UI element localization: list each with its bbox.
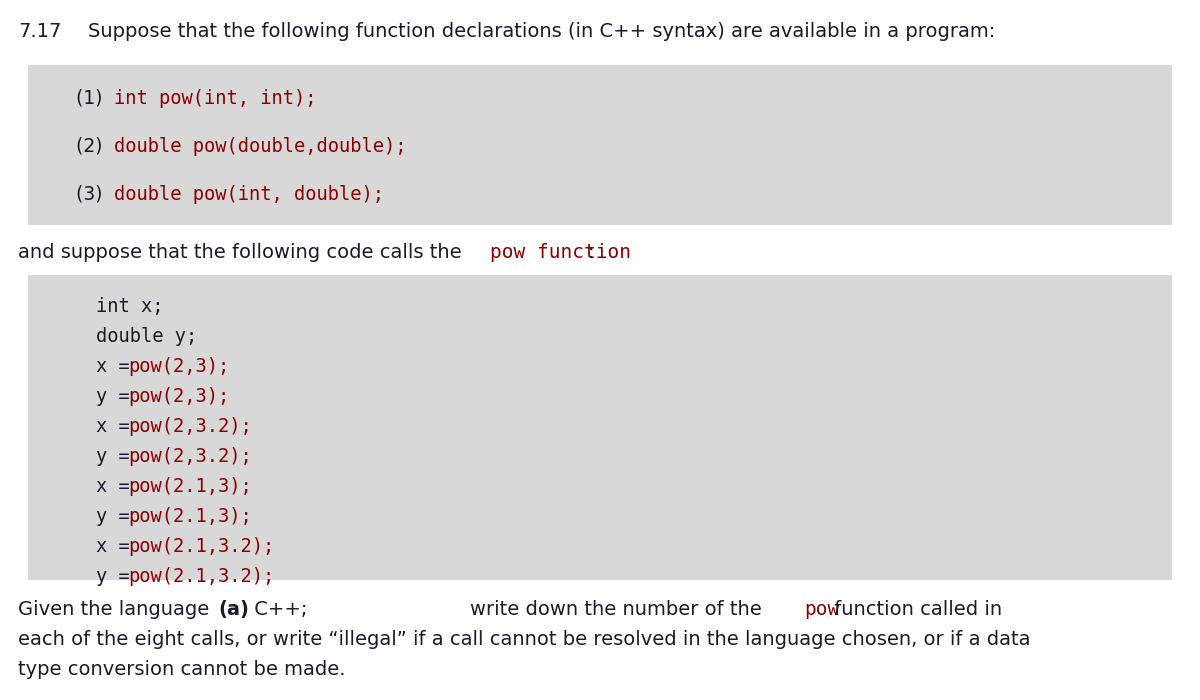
Text: y =: y = bbox=[96, 447, 142, 466]
Text: (3): (3) bbox=[76, 185, 108, 204]
Text: double y;: double y; bbox=[96, 327, 197, 346]
Polygon shape bbox=[28, 275, 1172, 580]
Text: (a): (a) bbox=[218, 600, 248, 619]
Text: pow(2,3);: pow(2,3); bbox=[128, 387, 229, 406]
Text: 7.17: 7.17 bbox=[18, 22, 61, 41]
Text: pow: pow bbox=[804, 600, 839, 619]
Text: pow(2,3.2);: pow(2,3.2); bbox=[128, 417, 252, 436]
Text: int x;: int x; bbox=[96, 297, 163, 316]
Text: double pow(double,double);: double pow(double,double); bbox=[114, 137, 407, 156]
Text: x =: x = bbox=[96, 417, 142, 436]
Text: Given the language: Given the language bbox=[18, 600, 216, 619]
Text: :: : bbox=[588, 243, 594, 262]
Text: int pow(int, int);: int pow(int, int); bbox=[114, 89, 317, 108]
Text: write down the number of the: write down the number of the bbox=[470, 600, 768, 619]
Text: (1): (1) bbox=[76, 89, 108, 108]
Text: pow function: pow function bbox=[490, 243, 631, 262]
Text: y =: y = bbox=[96, 567, 142, 586]
Text: each of the eight calls, or write “illegal” if a call cannot be resolved in the : each of the eight calls, or write “illeg… bbox=[18, 630, 1031, 649]
Text: pow(2.1,3.2);: pow(2.1,3.2); bbox=[128, 537, 275, 556]
Polygon shape bbox=[28, 65, 1172, 225]
Text: function called in: function called in bbox=[828, 600, 1002, 619]
Text: y =: y = bbox=[96, 507, 142, 526]
Text: pow(2.1,3.2);: pow(2.1,3.2); bbox=[128, 567, 275, 586]
Text: x =: x = bbox=[96, 477, 142, 496]
Text: y =: y = bbox=[96, 387, 142, 406]
Text: pow(2.1,3);: pow(2.1,3); bbox=[128, 477, 252, 496]
Text: and suppose that the following code calls the: and suppose that the following code call… bbox=[18, 243, 468, 262]
Text: Suppose that the following function declarations (in C++ syntax) are available i: Suppose that the following function decl… bbox=[88, 22, 995, 41]
Text: x =: x = bbox=[96, 357, 142, 376]
Text: C++;: C++; bbox=[248, 600, 307, 619]
Text: pow(2,3.2);: pow(2,3.2); bbox=[128, 447, 252, 466]
Text: x =: x = bbox=[96, 537, 142, 556]
Text: pow(2.1,3);: pow(2.1,3); bbox=[128, 507, 252, 526]
Text: double pow(int, double);: double pow(int, double); bbox=[114, 185, 384, 204]
Text: (2): (2) bbox=[76, 137, 108, 156]
Text: type conversion cannot be made.: type conversion cannot be made. bbox=[18, 660, 346, 679]
Text: pow(2,3);: pow(2,3); bbox=[128, 357, 229, 376]
